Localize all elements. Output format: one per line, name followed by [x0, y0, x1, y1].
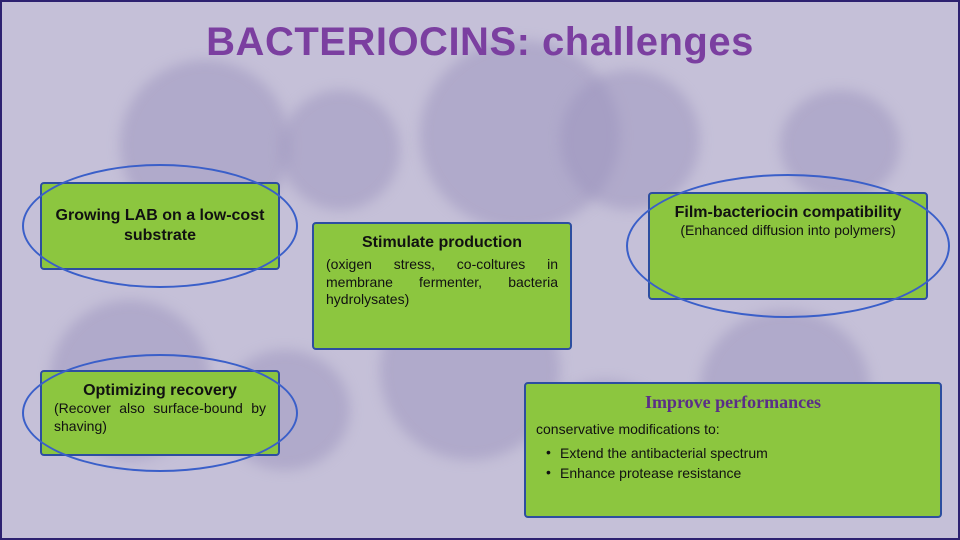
card-improve-list: Extend the antibacterial spectrum Enhanc… — [536, 443, 930, 483]
list-item: Extend the antibacterial spectrum — [546, 443, 930, 463]
slide-title: BACTERIOCINS: challenges — [34, 20, 926, 65]
card-improve-sub: conservative modifications to: — [536, 421, 930, 439]
card-film-compatibility: Film-bacteriocin compatibility (Enhanced… — [648, 192, 928, 300]
list-item: Enhance protease resistance — [546, 463, 930, 483]
card-improve-title: Improve performances — [536, 392, 930, 413]
card-recovery-title: Optimizing recovery — [54, 382, 266, 400]
card-recovery-sub: (Recover also surface-bound by shaving) — [54, 400, 266, 435]
card-stimulate-sub: (oxigen stress, co-coltures in membrane … — [326, 256, 558, 309]
card-optimizing-recovery: Optimizing recovery (Recover also surfac… — [40, 370, 280, 456]
slide-frame: BACTERIOCINS: challenges Growing LAB on … — [0, 0, 960, 540]
card-stimulate-production: Stimulate production (oxigen stress, co-… — [312, 222, 572, 350]
card-stimulate-title: Stimulate production — [326, 234, 558, 252]
card-film-title: Film-bacteriocin compatibility — [662, 204, 914, 222]
card-film-sub: (Enhanced diffusion into polymers) — [662, 222, 914, 240]
card-growing-lab: Growing LAB on a low-cost substrate — [40, 182, 280, 270]
card-growing-lab-title: Growing LAB on a low-cost substrate — [54, 194, 266, 246]
card-improve-performances: Improve performances conservative modifi… — [524, 382, 942, 518]
